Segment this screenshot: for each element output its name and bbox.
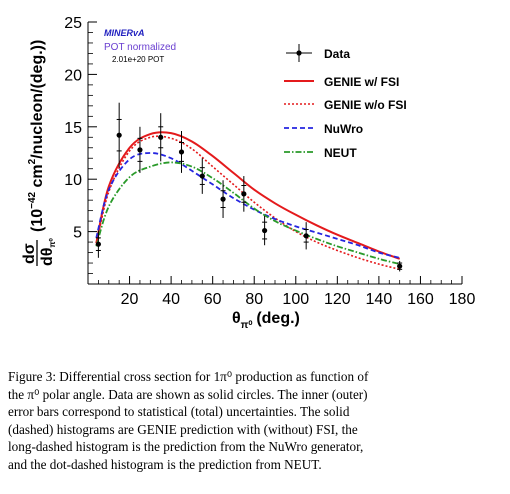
x-tick-label: 160 [407,291,434,308]
legend-label-neut: NEUT [324,146,357,160]
x-tick-label: 100 [282,291,309,308]
caption-line: error bars correspond to statistical (to… [8,404,350,420]
y-axis-title-dtheta: dθ [39,248,56,266]
x-tick-label: 180 [449,291,476,308]
data-point [137,147,143,153]
x-tick-label: 80 [245,291,263,308]
caption-line: long-dashed histogram is the prediction … [8,439,364,455]
data-point [303,233,309,239]
legend-label-genie-fsi: GENIE w/ FSI [324,75,399,89]
legend-label-genie-nofsi: GENIE w/o FSI [324,98,407,112]
legend: Data GENIE w/ FSI GENIE w/o FSI NuWro NE… [284,44,407,160]
data-point [116,132,122,138]
axis-ticks: 20 40 60 80 100 120 140 160 180 5 10 15 20 25 [64,15,475,308]
x-axis-title-unit: (deg.) [256,310,300,327]
cross-section-chart: 20 40 60 80 100 120 140 160 180 5 10 15 20 25 MINERvA… [21,15,475,331]
x-axis-title-sub: π⁰ [241,320,253,331]
y-axis-title-suffix: /nucleon/(deg.)) [29,40,46,159]
series-curve [95,135,400,271]
data-point [199,173,205,179]
y-tick-label: 25 [64,15,82,32]
data-point [220,196,226,202]
y-axis-title-units: (10−42 cm2/nucleon/(deg.)) [27,40,46,232]
data-point [397,263,403,269]
series-curve [95,161,400,265]
y-axis-title-prefix: (10 [29,209,46,232]
data-point [178,149,185,155]
x-tick-label: 140 [366,291,393,308]
x-tick-label: 120 [324,291,351,308]
caption-line: the π⁰ polar angle. Data are shown as so… [8,386,368,402]
y-tick-label: 10 [64,172,82,189]
figure-caption: Figure 3: Differential cross section for… [8,368,502,474]
pot-normalized-label: POT normalized [104,42,176,53]
y-axis-title-dtheta-sub: π⁰ [48,237,57,247]
x-axis-title-theta: θ [232,310,241,327]
data-point [241,191,247,197]
legend-label-nuwro: NuWro [324,122,363,136]
x-axis-title: θπ⁰ (deg.) [232,310,300,331]
legend-data-marker [296,50,302,56]
y-axis-title-denominator: dθπ⁰ [39,237,57,266]
y-axis-title-sq: 2 [27,158,38,164]
x-tick-label: 40 [162,291,180,308]
y-axis-title-exp: −42 [27,191,38,208]
x-tick-label: 20 [121,291,139,308]
caption-line: Figure 3: Differential cross section for… [8,369,369,384]
caption-line: and the dot-dashed histogram is the pred… [8,456,322,472]
data-point [158,134,164,140]
x-tick-label: 60 [204,291,222,308]
y-tick-label: 20 [64,67,82,84]
data-points [95,102,403,272]
y-tick-label: 15 [64,120,82,137]
legend-label-data: Data [324,47,350,61]
y-tick-label: 5 [73,225,82,242]
y-axis-title: dσ dθπ⁰ (10−42 cm2/nucleon/(deg.)) [21,40,57,266]
pot-value-label: 2.01e+20 POT [112,55,164,64]
y-axis-title-numerator: dσ [21,243,38,264]
data-point [95,241,101,247]
experiment-label: MINERvA [104,28,145,38]
y-axis-title-cm: cm [29,164,46,192]
data-point [262,227,268,234]
caption-line: (dashed) histograms are GENIE prediction… [8,421,358,437]
